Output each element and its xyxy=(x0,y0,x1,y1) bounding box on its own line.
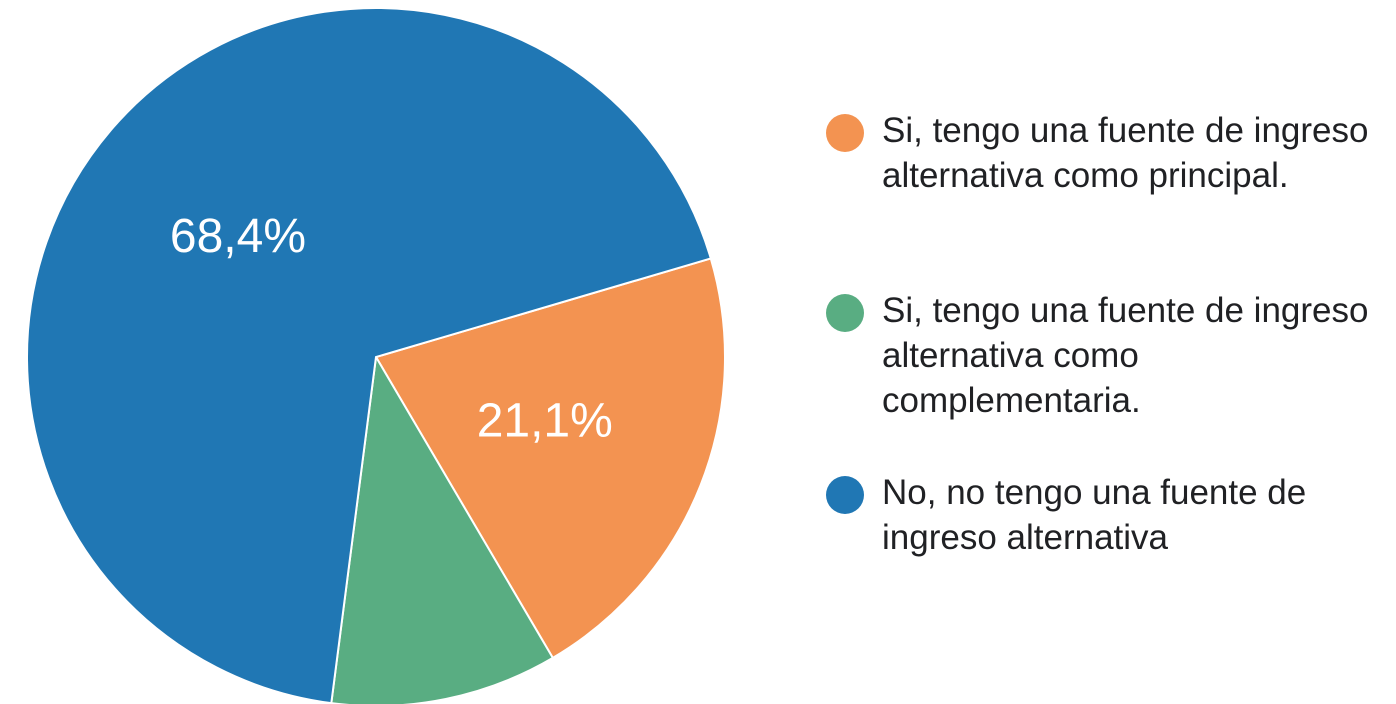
legend-swatch xyxy=(826,476,864,514)
slice-label: 68,4% xyxy=(170,210,306,263)
legend-label: Si, tengo una fuente de ingreso alternat… xyxy=(882,111,1369,195)
legend-item: Si, tengo una fuente de ingreso alternat… xyxy=(826,108,1386,198)
legend-label: Si, tengo una fuente de ingreso alternat… xyxy=(882,291,1369,420)
pie-slice xyxy=(26,7,713,704)
legend-swatch xyxy=(826,294,864,332)
slice-label: 21,1% xyxy=(477,394,613,447)
legend-item: No, no tengo una fuente de ingreso alter… xyxy=(826,470,1386,560)
legend-item: Si, tengo una fuente de ingreso alternat… xyxy=(826,288,1386,423)
pie-slice xyxy=(374,257,726,660)
legend-label: No, no tengo una fuente de ingreso alter… xyxy=(882,473,1307,557)
pie-slice xyxy=(330,353,555,704)
legend-swatch xyxy=(826,114,864,152)
